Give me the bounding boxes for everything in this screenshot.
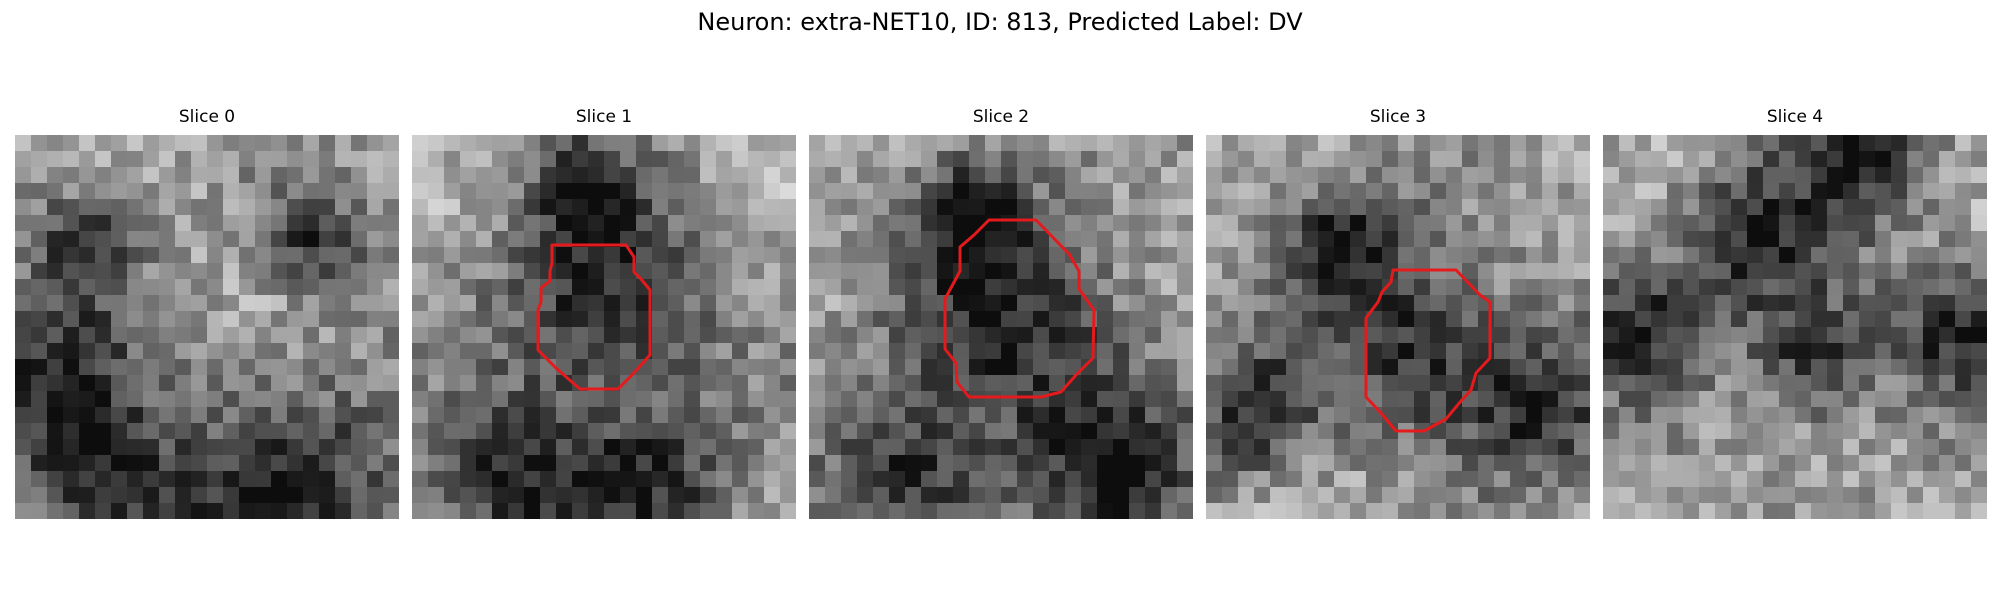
slice-image: [1206, 135, 1590, 519]
slice-title: Slice 0: [178, 107, 236, 127]
slice-title: Slice 2: [972, 107, 1030, 127]
pixel-grid: [1206, 135, 1590, 519]
slice-image: [809, 135, 1193, 519]
slice-panel-3: Slice 3: [1206, 106, 1590, 520]
cell-outline: [943, 218, 1096, 399]
pixel-grid: [809, 135, 1193, 519]
cell-outline: [1364, 268, 1492, 433]
slice-title: Slice 4: [1766, 107, 1824, 127]
slice-panel-1: Slice 1: [412, 106, 796, 520]
slice-panel-4: Slice 4: [1603, 106, 1987, 520]
slice-title: Slice 3: [1369, 107, 1427, 127]
pixel-grid: [15, 135, 399, 519]
pixel-grid: [412, 135, 796, 519]
figure-title: Neuron: extra-NET10, ID: 813, Predicted …: [697, 8, 1303, 36]
cell-outline: [536, 243, 652, 391]
pixel-grid: [1603, 135, 1987, 519]
slice-panel-2: Slice 2: [809, 106, 1193, 520]
slice-panel-0: Slice 0: [15, 106, 399, 520]
slice-image: [1603, 135, 1987, 519]
slice-image: [15, 135, 399, 519]
slice-image: [412, 135, 796, 519]
slice-title: Slice 1: [575, 107, 633, 127]
